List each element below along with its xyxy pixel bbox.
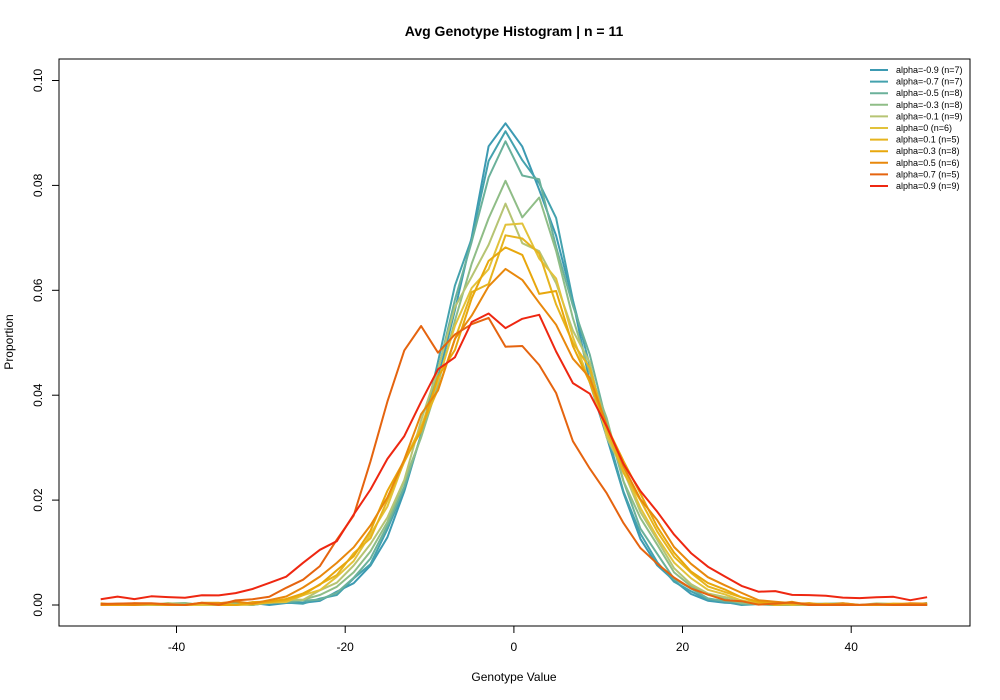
series-line (100, 179, 928, 606)
series-line (100, 316, 928, 606)
legend-item: alpha=-0.9 (n=7) (870, 65, 963, 75)
x-axis-title: Genotype Value (471, 670, 556, 684)
legend-item: alpha=0.7 (n=5) (870, 169, 960, 179)
legend-label: alpha=0.1 (n=5) (896, 135, 960, 145)
x-tick-label: 20 (676, 640, 690, 654)
chart-title: Avg Genotype Histogram | n = 11 (405, 23, 624, 39)
legend-item: alpha=0.9 (n=9) (870, 181, 960, 191)
legend-label: alpha=-0.9 (n=7) (896, 65, 963, 75)
legend-item: alpha=0 (n=6) (870, 123, 952, 133)
legend-label: alpha=0.7 (n=5) (896, 169, 960, 179)
legend-item: alpha=0.3 (n=8) (870, 146, 960, 156)
series-line (100, 202, 928, 606)
legend-item: alpha=-0.5 (n=8) (870, 88, 963, 98)
y-tick-label: 0.00 (31, 593, 45, 617)
legend-label: alpha=-0.1 (n=9) (896, 111, 963, 121)
y-tick-label: 0.10 (31, 68, 45, 92)
legend-label: alpha=0.5 (n=6) (896, 158, 960, 168)
plot-frame (58, 58, 971, 627)
x-axis: -40 -20 0 20 40 (168, 625, 859, 654)
series-line (100, 234, 928, 606)
series-line (100, 312, 928, 602)
series-line (100, 267, 928, 606)
y-tick-label: 0.06 (31, 278, 45, 302)
legend-label: alpha=0.3 (n=8) (896, 146, 960, 156)
series-line (100, 140, 928, 606)
legend-label: alpha=0 (n=6) (896, 123, 952, 133)
y-tick-label: 0.04 (31, 383, 45, 407)
legend-item: alpha=-0.3 (n=8) (870, 100, 963, 110)
series-line (100, 222, 928, 606)
legend-label: alpha=0.9 (n=9) (896, 181, 960, 191)
legend-item: alpha=0.5 (n=6) (870, 158, 960, 168)
y-axis-title: Proportion (2, 314, 16, 369)
legend-label: alpha=-0.3 (n=8) (896, 100, 963, 110)
series-line (100, 130, 928, 606)
legend-item: alpha=-0.7 (n=7) (870, 77, 963, 87)
x-tick-label: 40 (845, 640, 859, 654)
x-tick-label: 0 (511, 640, 518, 654)
legend: alpha=-0.9 (n=7)alpha=-0.7 (n=7)alpha=-0… (870, 65, 963, 191)
legend-item: alpha=-0.1 (n=9) (870, 111, 963, 121)
y-axis: 0.00 0.02 0.04 0.06 0.08 0.10 (31, 68, 60, 617)
legend-item: alpha=0.1 (n=5) (870, 135, 960, 145)
y-tick-label: 0.02 (31, 488, 45, 512)
series-lines (100, 122, 928, 606)
x-tick-label: -40 (168, 640, 186, 654)
series-line (100, 246, 928, 606)
x-tick-label: -20 (337, 640, 355, 654)
legend-label: alpha=-0.5 (n=8) (896, 88, 963, 98)
legend-label: alpha=-0.7 (n=7) (896, 77, 963, 87)
y-tick-label: 0.08 (31, 173, 45, 197)
series-line (100, 122, 928, 606)
